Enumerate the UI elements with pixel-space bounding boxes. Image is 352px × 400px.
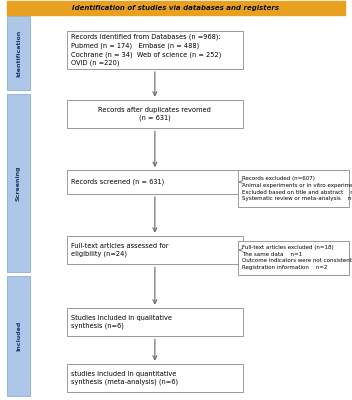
Text: Included: Included — [16, 321, 21, 351]
FancyBboxPatch shape — [67, 100, 243, 128]
FancyBboxPatch shape — [67, 31, 243, 69]
FancyBboxPatch shape — [7, 94, 30, 272]
FancyBboxPatch shape — [7, 1, 345, 15]
Text: Records identified from Databases (n =968):
Pubmed (n = 174)   Embase (n = 488)
: Records identified from Databases (n =96… — [71, 34, 221, 66]
Text: studies included in quantitative
synthesis (meta-analysis) (n=6): studies included in quantitative synthes… — [71, 371, 178, 385]
Text: Identification: Identification — [16, 29, 21, 77]
Text: Studies included in qualitative
synthesis (n=6): Studies included in qualitative synthesi… — [71, 315, 172, 329]
Text: Full-text articles excluded (n=18)
The same data    n=1
Outcome indicators were : Full-text articles excluded (n=18) The s… — [242, 245, 352, 270]
FancyBboxPatch shape — [239, 170, 349, 207]
Text: Records after duplicates revomed
(n = 631): Records after duplicates revomed (n = 63… — [99, 107, 211, 121]
Text: Screening: Screening — [16, 165, 21, 201]
FancyBboxPatch shape — [7, 276, 30, 396]
FancyBboxPatch shape — [239, 240, 349, 274]
Text: Records screened (n = 631): Records screened (n = 631) — [71, 179, 164, 185]
FancyBboxPatch shape — [67, 364, 243, 392]
FancyBboxPatch shape — [7, 16, 30, 90]
Text: Records excluded (n=607)
Animal experiments or in vitro experiments  n=5
Exclude: Records excluded (n=607) Animal experime… — [242, 176, 352, 201]
FancyBboxPatch shape — [67, 308, 243, 336]
Text: Identification of studies via databases and registers: Identification of studies via databases … — [73, 5, 279, 11]
Text: Full-text articles assessed for
eligibility (n=24): Full-text articles assessed for eligibil… — [71, 243, 169, 257]
FancyBboxPatch shape — [67, 170, 243, 194]
FancyBboxPatch shape — [67, 236, 243, 264]
